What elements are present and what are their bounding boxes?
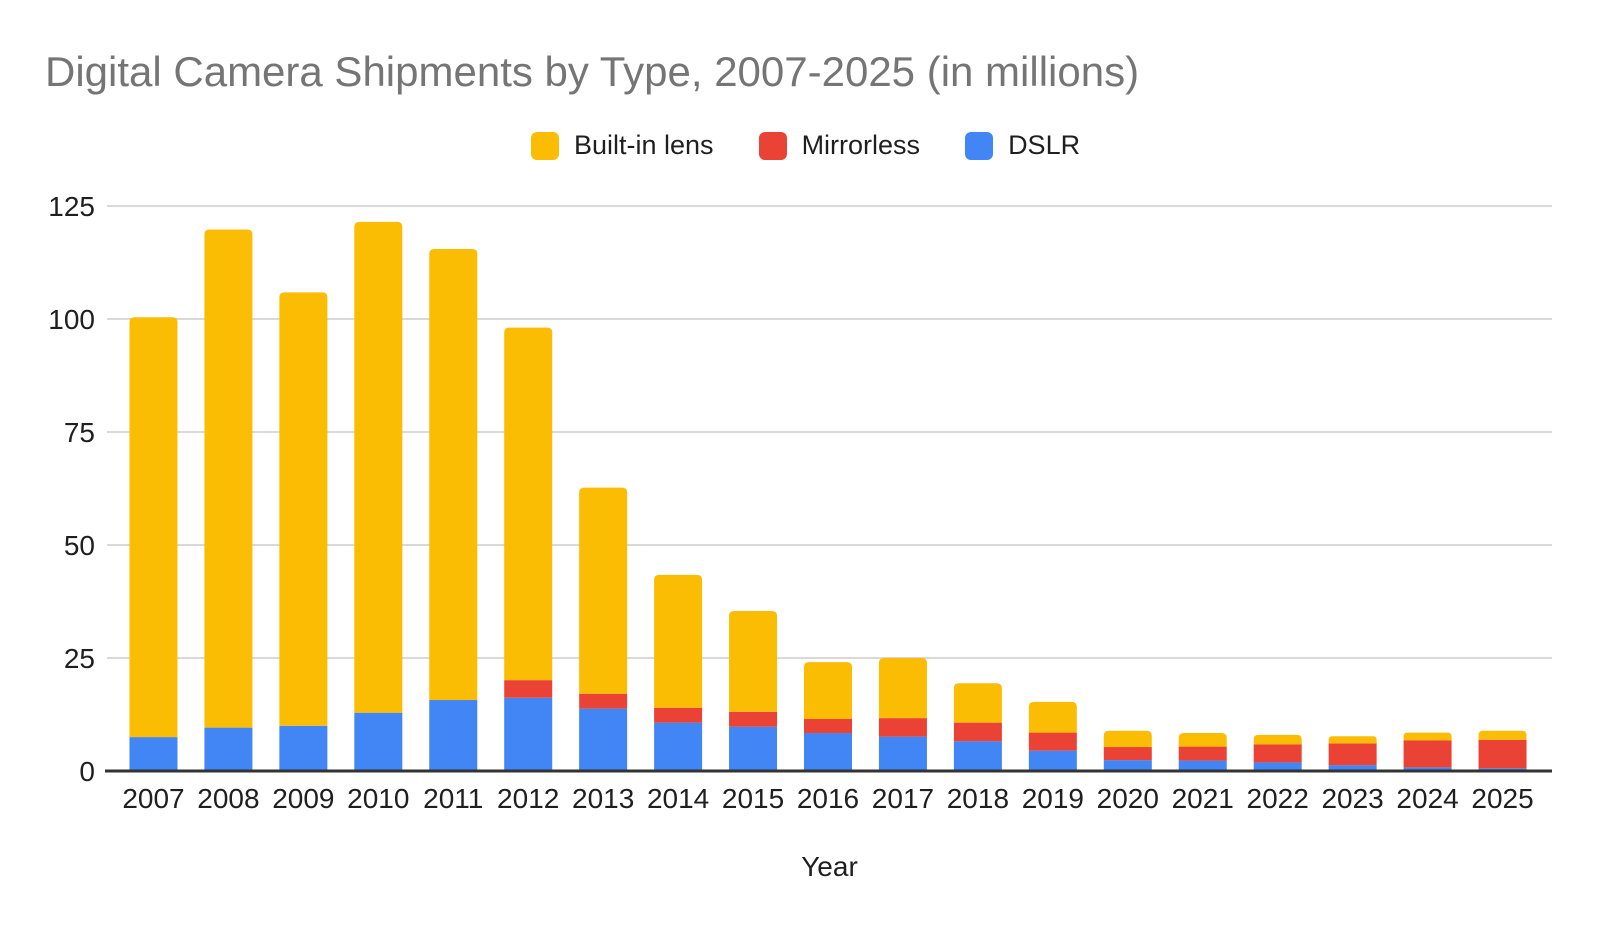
bar-segment-dslr-2007[interactable] [129, 737, 178, 771]
bar-segment-built-in-lens-2024[interactable] [1403, 732, 1452, 741]
bar-segment-mirrorless-2022[interactable] [1253, 744, 1302, 763]
bar-segment-built-in-lens-2020[interactable] [1103, 730, 1152, 748]
y-axis-tick-label-50: 50 [64, 530, 95, 561]
x-axis-tick-label-2008: 2008 [197, 783, 259, 814]
chart-title: Digital Camera Shipments by Type, 2007-2… [45, 48, 1140, 95]
bar-segment-built-in-lens-2009[interactable] [279, 292, 328, 726]
x-axis-tick-label-2019: 2019 [1022, 783, 1084, 814]
bar-segment-built-in-lens-2010[interactable] [354, 221, 403, 713]
bar-segment-built-in-lens-2014[interactable] [654, 574, 703, 708]
bar-segment-mirrorless-2023[interactable] [1328, 743, 1377, 766]
bar-segment-mirrorless-2020[interactable] [1103, 747, 1152, 761]
y-axis-tick-label-100: 100 [48, 304, 95, 335]
bar-segment-built-in-lens-2008[interactable] [204, 229, 253, 728]
bar-segment-mirrorless-2013[interactable] [579, 693, 628, 709]
x-axis-tick-label-2011: 2011 [423, 783, 483, 814]
bar-segment-dslr-2021[interactable] [1178, 760, 1227, 771]
x-axis-tick-label-2024: 2024 [1396, 783, 1458, 814]
x-axis-tick-label-2023: 2023 [1321, 783, 1383, 814]
legend-swatch-dslr-icon [965, 131, 994, 160]
bar-segment-mirrorless-2012[interactable] [504, 680, 553, 698]
legend-swatch-built-in-lens-icon [531, 131, 559, 160]
legend-label-dslr: DSLR [1008, 130, 1081, 160]
bar-segment-mirrorless-2019[interactable] [1028, 732, 1077, 751]
bar-segment-mirrorless-2017[interactable] [878, 718, 927, 737]
x-axis-tick-label-2018: 2018 [947, 783, 1009, 814]
legend-item-mirrorless[interactable]: Mirrorless [758, 130, 921, 161]
bar-segment-dslr-2024[interactable] [1403, 767, 1452, 771]
x-axis-tick-label-2025: 2025 [1471, 783, 1533, 814]
bar-segment-dslr-2019[interactable] [1028, 750, 1077, 771]
bar-segment-dslr-2008[interactable] [204, 727, 253, 771]
bar-segment-mirrorless-2018[interactable] [953, 722, 1002, 742]
legend-item-dslr[interactable]: DSLR [965, 130, 1080, 161]
x-axis-tick-label-2009: 2009 [272, 783, 334, 814]
x-axis-tick-label-2007: 2007 [122, 783, 184, 814]
bar-segment-dslr-2023[interactable] [1328, 765, 1377, 771]
x-axis-tick-label-2022: 2022 [1247, 783, 1309, 814]
x-axis-tick-label-2014: 2014 [647, 783, 709, 814]
bar-segment-dslr-2017[interactable] [878, 736, 927, 771]
chart-legend: Built-in lens Mirrorless DSLR [531, 130, 1080, 161]
bar-segment-built-in-lens-2016[interactable] [804, 662, 852, 720]
bar-segment-dslr-2015[interactable] [729, 726, 778, 771]
x-axis-tick-label-2017: 2017 [872, 783, 934, 814]
bar-segment-built-in-lens-2018[interactable] [953, 683, 1002, 723]
bar-segment-built-in-lens-2007[interactable] [129, 317, 178, 738]
bar-segment-dslr-2011[interactable] [429, 700, 478, 771]
bar-segment-dslr-2013[interactable] [579, 708, 628, 771]
legend-swatch-mirrorless-icon [758, 131, 787, 160]
x-axis-tick-label-2010: 2010 [347, 783, 409, 814]
y-axis-tick-label-75: 75 [64, 417, 95, 448]
bar-segment-dslr-2022[interactable] [1253, 762, 1302, 771]
bar-segment-built-in-lens-2011[interactable] [429, 248, 478, 701]
bar-segment-dslr-2020[interactable] [1103, 760, 1152, 771]
x-axis-tick-label-2016: 2016 [797, 783, 859, 814]
x-axis-title: Year [801, 851, 858, 882]
bar-segment-mirrorless-2016[interactable] [804, 719, 852, 734]
bar-segment-dslr-2009[interactable] [279, 725, 328, 771]
y-axis-tick-label-125: 125 [48, 191, 95, 222]
bar-segment-built-in-lens-2025[interactable] [1478, 730, 1527, 740]
legend-label-built-in-lens: Built-in lens [574, 130, 714, 160]
x-axis-tick-label-2015: 2015 [722, 783, 784, 814]
x-axis-tick-label-2012: 2012 [497, 783, 559, 814]
bar-segment-mirrorless-2025[interactable] [1478, 739, 1527, 769]
legend-label-mirrorless: Mirrorless [801, 130, 921, 160]
x-axis-tick-label-2021: 2021 [1172, 783, 1234, 814]
bar-segment-dslr-2012[interactable] [504, 697, 553, 771]
y-axis-tick-label-0: 0 [79, 756, 95, 787]
x-axis-tick-label-2013: 2013 [572, 783, 634, 814]
bar-segment-built-in-lens-2022[interactable] [1253, 734, 1302, 745]
x-axis-tick-label-2020: 2020 [1097, 783, 1159, 814]
bar-segment-built-in-lens-2019[interactable] [1028, 701, 1077, 733]
y-axis-tick-label-25: 25 [64, 643, 95, 674]
bar-segment-mirrorless-2014[interactable] [654, 707, 703, 723]
bar-segment-mirrorless-2024[interactable] [1403, 740, 1452, 768]
bar-segment-built-in-lens-2013[interactable] [579, 487, 628, 694]
bar-segment-dslr-2010[interactable] [354, 712, 403, 771]
bar-segment-dslr-2016[interactable] [804, 733, 852, 771]
bar-segment-built-in-lens-2017[interactable] [878, 658, 927, 719]
bar-segment-mirrorless-2015[interactable] [729, 711, 778, 727]
bar-segment-built-in-lens-2021[interactable] [1178, 733, 1227, 747]
bar-segment-built-in-lens-2012[interactable] [504, 327, 553, 681]
bar-segment-dslr-2014[interactable] [654, 722, 703, 771]
bar-segment-dslr-2018[interactable] [953, 741, 1002, 771]
legend-item-built-in-lens[interactable]: Built-in lens [531, 130, 714, 161]
bar-segment-built-in-lens-2023[interactable] [1328, 736, 1377, 744]
bar-segment-built-in-lens-2015[interactable] [729, 610, 778, 712]
bar-segment-mirrorless-2021[interactable] [1178, 746, 1227, 761]
